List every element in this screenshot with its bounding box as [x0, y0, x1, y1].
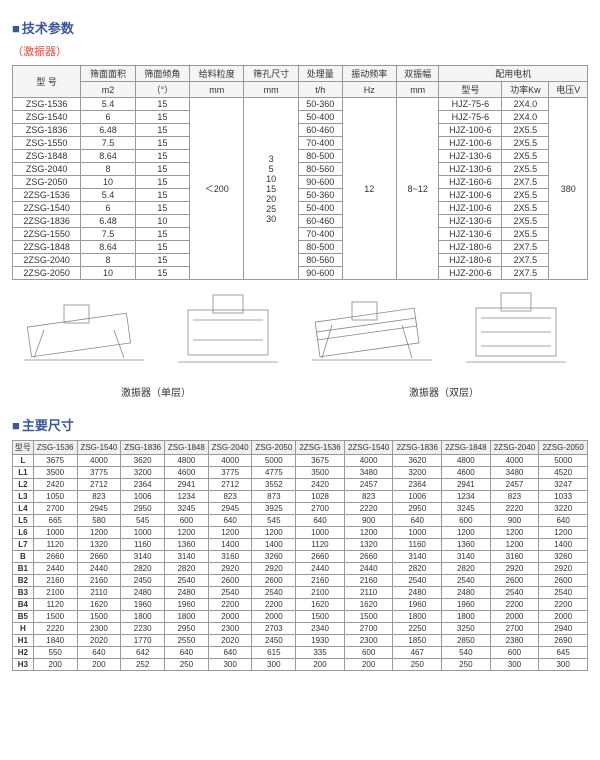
subtitle: （激振器）	[12, 43, 588, 59]
section-title: 技术参数	[12, 18, 588, 37]
diagrams	[12, 290, 588, 370]
caption2: 激振器（双层）	[306, 384, 582, 399]
dimension-table: 型号ZSG-1536ZSG-1540ZSG-1836ZSG-1848ZSG-20…	[12, 440, 588, 671]
caption1: 激振器（单层）	[18, 384, 294, 399]
section-title-2: 主要尺寸	[12, 415, 588, 434]
spec-table: 型 号筛面面积筛面倾角给料粒度筛孔尺寸处理量振动频率双振幅配用电机 m2（°）m…	[12, 65, 588, 280]
